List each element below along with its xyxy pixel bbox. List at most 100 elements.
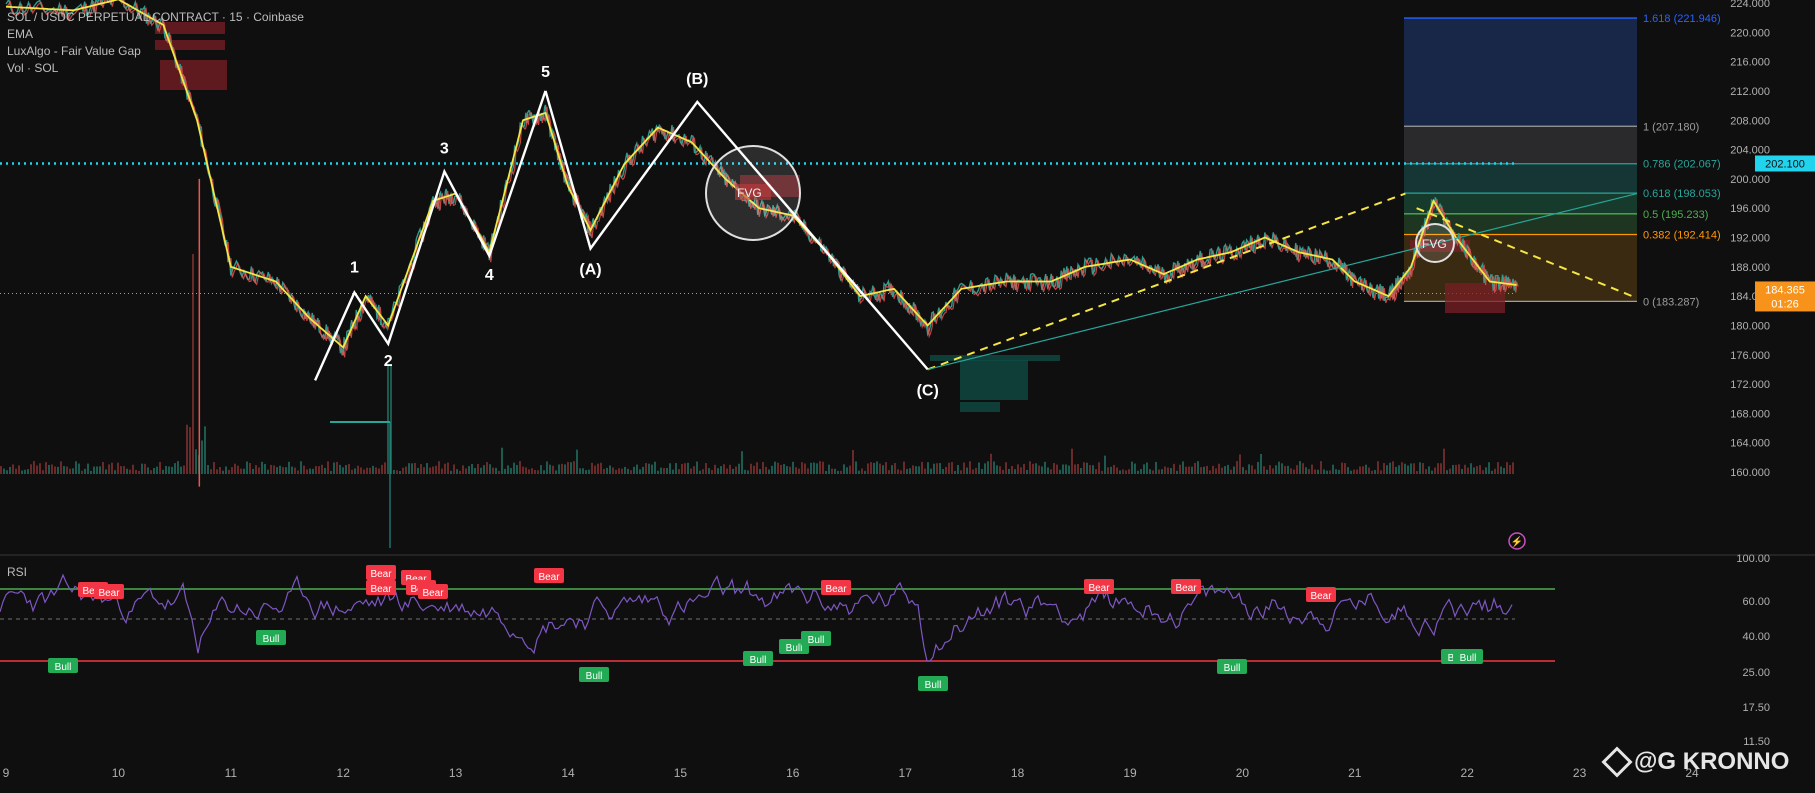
volume-bar bbox=[945, 466, 947, 474]
rsi-signal-label: Bear bbox=[422, 588, 444, 599]
volume-bar bbox=[891, 465, 893, 474]
time-axis-tick: 20 bbox=[1236, 766, 1250, 780]
fvg-tag-box bbox=[735, 184, 771, 200]
volume-bar bbox=[564, 464, 566, 474]
fair-value-gap-box bbox=[155, 22, 225, 34]
current-price-tag[interactable] bbox=[1755, 281, 1815, 312]
symbol-title[interactable]: SOL / USDC PERPETUAL CONTRACT · 15 · Coi… bbox=[7, 10, 304, 24]
fvg-highlight-circle[interactable] bbox=[1415, 223, 1455, 263]
legend-volume[interactable]: Vol · SOL bbox=[7, 61, 59, 75]
dashed-trendline-down[interactable] bbox=[1416, 207, 1633, 298]
rsi-signal-badge bbox=[821, 580, 851, 595]
volume-bar bbox=[1254, 469, 1256, 474]
volume-bar bbox=[540, 465, 542, 474]
volume-bar bbox=[1446, 470, 1448, 474]
volume-bar bbox=[252, 468, 254, 474]
volume-bar bbox=[468, 466, 470, 474]
volume-bar bbox=[792, 461, 794, 474]
alert-lightning-icon[interactable] bbox=[1508, 532, 1526, 550]
fib-level-label: 1 (207.180) bbox=[1643, 121, 1699, 133]
volume-bar bbox=[450, 470, 452, 474]
volume-bar bbox=[321, 464, 323, 474]
volume-bar bbox=[1329, 470, 1331, 474]
volume-bar bbox=[549, 464, 551, 474]
support-trendline[interactable] bbox=[927, 192, 1638, 370]
wave-label: 2 bbox=[384, 353, 393, 370]
volume-bar bbox=[1293, 469, 1295, 474]
fibonacci-extension-tool[interactable]: 1.618 (221.946) 1 (207.180) 0.786 (202.067… bbox=[1404, 13, 1721, 308]
volume-bar bbox=[1128, 469, 1130, 474]
rsi-signal-label: Bear bbox=[538, 572, 560, 583]
volume-bar bbox=[264, 463, 266, 474]
volume-bar bbox=[465, 468, 467, 474]
volume-bar bbox=[522, 466, 524, 474]
volume-bar bbox=[480, 467, 482, 474]
volume-bar bbox=[81, 470, 83, 474]
volume-bar bbox=[1200, 467, 1202, 474]
volume-bar bbox=[570, 462, 572, 474]
volume-bar bbox=[1452, 464, 1454, 474]
volume-bar bbox=[1041, 466, 1043, 474]
volume-bar bbox=[1050, 469, 1052, 474]
volume-bar bbox=[951, 462, 953, 474]
volume-bar bbox=[855, 461, 857, 474]
legend-ema[interactable]: EMA bbox=[7, 27, 34, 41]
volume-bar bbox=[915, 466, 917, 474]
legend-fvg[interactable]: LuxAlgo - Fair Value Gap bbox=[7, 44, 141, 58]
volume-bar bbox=[1281, 463, 1283, 474]
volume-bar bbox=[156, 466, 158, 474]
volume-bar bbox=[897, 469, 899, 474]
volume-bar bbox=[681, 463, 683, 474]
price-axis[interactable]: 224.000 220.000 216.000 212.000 208.000 204.0… bbox=[1508, 0, 1815, 748]
volume-bar bbox=[762, 461, 764, 474]
volume-bar bbox=[1236, 461, 1238, 474]
volume-bar bbox=[780, 464, 782, 474]
volume-bar bbox=[1443, 448, 1445, 474]
volume-bar bbox=[819, 461, 821, 474]
impulse-wave-path[interactable] bbox=[314, 90, 547, 381]
volume-bar bbox=[1077, 464, 1079, 474]
corrective-wave-path[interactable] bbox=[544, 90, 929, 371]
price-axis-tick: 200.000 bbox=[1730, 174, 1770, 186]
horizontal-levels[interactable] bbox=[0, 22, 1515, 412]
volume-bar bbox=[1482, 470, 1484, 474]
dashed-trendline-up[interactable] bbox=[927, 192, 1406, 371]
price-axis-tick: 172.000 bbox=[1730, 379, 1770, 391]
volume-bar bbox=[1158, 469, 1160, 474]
rsi-signal-label: Bull bbox=[925, 680, 942, 691]
time-axis[interactable]: 9 10 11 12 13 14 15 16 17 18 19 20 21 22 23 24 bbox=[3, 766, 1699, 780]
cyan-price-tag[interactable] bbox=[1755, 155, 1815, 172]
volume-bar bbox=[153, 467, 155, 474]
trendline-drawings[interactable]: FVG FVG bbox=[705, 145, 1638, 371]
fib-zone-0618 bbox=[1404, 193, 1637, 214]
volume-bar bbox=[867, 463, 869, 474]
volume-bar bbox=[1368, 467, 1370, 474]
volume-bar bbox=[684, 463, 686, 474]
volume-bar bbox=[1008, 468, 1010, 474]
volume-bar bbox=[981, 468, 983, 474]
volume-bar bbox=[90, 470, 92, 474]
volume-bar bbox=[1095, 469, 1097, 474]
elliott-wave-drawing[interactable]: 1 2 3 4 5 (A) (B) (C) bbox=[314, 64, 939, 548]
rsi-signal-label: Bull bbox=[786, 643, 803, 654]
volume-bar bbox=[1083, 462, 1085, 474]
volume-bar bbox=[1503, 467, 1505, 474]
rsi-pane-title[interactable]: RSI bbox=[7, 565, 28, 579]
volume-bar bbox=[591, 462, 593, 474]
volume-bar bbox=[1284, 466, 1286, 474]
volume-bar bbox=[240, 468, 242, 474]
volume-bar bbox=[171, 466, 173, 474]
volume-bar bbox=[393, 469, 395, 474]
volume-bar bbox=[1005, 462, 1007, 474]
volume-bar bbox=[1176, 470, 1178, 474]
volume-bar bbox=[165, 466, 167, 474]
volume-bar bbox=[1470, 463, 1472, 474]
price-axis-tick: 224.000 bbox=[1730, 0, 1770, 10]
time-axis-tick: 22 bbox=[1461, 766, 1475, 780]
volume-bar bbox=[42, 470, 44, 474]
volume-bar bbox=[825, 470, 827, 474]
volume-bar bbox=[402, 467, 404, 474]
